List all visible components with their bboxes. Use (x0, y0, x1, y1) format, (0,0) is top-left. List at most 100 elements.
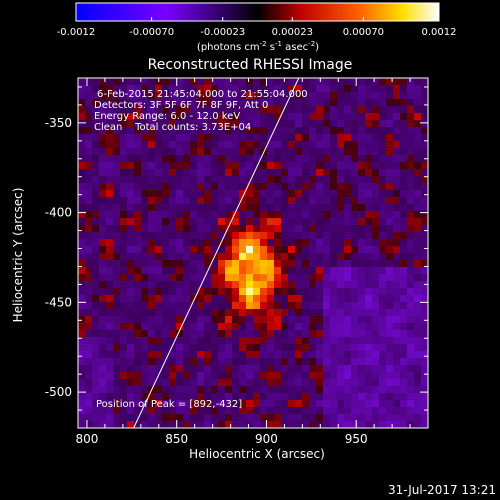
heatmap-cell (281, 106, 289, 114)
heatmap-cell (204, 211, 212, 219)
heatmap-cell (421, 148, 428, 156)
heatmap-cell (288, 85, 296, 93)
heatmap-cell (141, 393, 149, 401)
heatmap-cell (386, 106, 394, 114)
heatmap-cell (113, 295, 121, 303)
heatmap-cell (211, 239, 219, 247)
heatmap-cell (169, 323, 177, 331)
heatmap-cell (323, 134, 331, 142)
heatmap-cell (302, 358, 310, 366)
heatmap-cell (183, 414, 191, 422)
heatmap-cell (78, 358, 86, 366)
heatmap-cell (393, 92, 401, 100)
heatmap-cell (113, 141, 121, 149)
heatmap-cell (414, 267, 422, 275)
heatmap-cell (351, 386, 359, 394)
heatmap-cell (155, 358, 163, 366)
heatmap-cell (365, 288, 373, 296)
heatmap-cell (169, 120, 177, 128)
heatmap-cell (134, 260, 142, 268)
heatmap-cell (155, 99, 163, 107)
heatmap-cell (78, 113, 86, 121)
heatmap-cell (141, 260, 149, 268)
heatmap-cell (218, 141, 226, 149)
heatmap-cell (281, 309, 289, 317)
heatmap-cell (85, 421, 93, 428)
heatmap-cell (414, 113, 422, 121)
heatmap-cell (274, 316, 282, 324)
heatmap-cell (218, 225, 226, 233)
heatmap-cell (414, 393, 422, 401)
heatmap-cell (379, 358, 387, 366)
heatmap-cell (288, 148, 296, 156)
heatmap-cell (148, 141, 156, 149)
heatmap-cell (393, 379, 401, 387)
heatmap-cell (372, 351, 380, 359)
heatmap-cell (267, 421, 275, 428)
heatmap-cell (316, 344, 324, 352)
heatmap-cell (330, 281, 338, 289)
heatmap-cell (337, 92, 345, 100)
heatmap-cell (204, 134, 212, 142)
heatmap-cell (267, 204, 275, 212)
heatmap-cell (155, 106, 163, 114)
heatmap-cell (246, 267, 254, 275)
heatmap-cell (393, 281, 401, 289)
heatmap-cell (232, 85, 240, 93)
heatmap-cell (246, 344, 254, 352)
heatmap-cell (106, 295, 114, 303)
heatmap-cell (288, 106, 296, 114)
heatmap-cell (351, 141, 359, 149)
heatmap-cell (204, 344, 212, 352)
heatmap-cell (386, 197, 394, 205)
heatmap-cell (302, 113, 310, 121)
heatmap-cell (386, 134, 394, 142)
heatmap-cell (246, 92, 254, 100)
heatmap-cell (358, 134, 366, 142)
heatmap-cell (211, 281, 219, 289)
heatmap-cell (274, 267, 282, 275)
heatmap-cell (337, 260, 345, 268)
heatmap-cell (99, 358, 107, 366)
heatmap-cell (218, 211, 226, 219)
heatmap-cell (330, 176, 338, 184)
heatmap-cell (358, 85, 366, 93)
heatmap-cell (393, 386, 401, 394)
heatmap-cell (197, 246, 205, 254)
heatmap-cell (92, 372, 100, 380)
heatmap-cell (113, 218, 121, 226)
heatmap-cell (176, 232, 184, 240)
heatmap-cell (106, 309, 114, 317)
heatmap-cell (232, 281, 240, 289)
heatmap-cell (183, 330, 191, 338)
heatmap-cell (211, 134, 219, 142)
heatmap-cell (274, 281, 282, 289)
heatmap-cell (176, 169, 184, 177)
heatmap-cell (344, 309, 352, 317)
heatmap-cell (78, 302, 86, 310)
heatmap-cell (358, 232, 366, 240)
colorbar-tick-label: 0.00070 (343, 27, 384, 38)
heatmap-cell (204, 120, 212, 128)
heatmap-cell (316, 316, 324, 324)
heatmap-cell (323, 106, 331, 114)
heatmap-cell (386, 407, 394, 415)
heatmap-cell (372, 344, 380, 352)
heatmap-cell (253, 407, 261, 415)
heatmap-cell (148, 421, 156, 428)
heatmap-cell (190, 253, 198, 261)
y-tick-label: -350 (45, 116, 72, 130)
heatmap-cell (155, 204, 163, 212)
heatmap-cell (232, 183, 240, 191)
heatmap-cell (379, 190, 387, 198)
heatmap-cell (393, 309, 401, 317)
heatmap-cell (288, 141, 296, 149)
heatmap-cell (281, 113, 289, 121)
heatmap-cell (239, 99, 247, 107)
heatmap-cell (323, 190, 331, 198)
heatmap-cell (148, 253, 156, 261)
heatmap-cell (365, 176, 373, 184)
heatmap-cell (197, 183, 205, 191)
heatmap-cell (414, 253, 422, 261)
heatmap-cell (155, 113, 163, 121)
